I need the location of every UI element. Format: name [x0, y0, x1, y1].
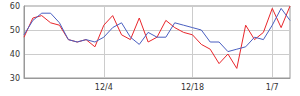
svg-text:12/4: 12/4: [95, 83, 113, 92]
svg-text:12/18: 12/18: [181, 83, 204, 92]
svg-text:30: 30: [10, 74, 20, 83]
svg-text:40: 40: [10, 50, 20, 59]
svg-text:60: 60: [10, 2, 20, 11]
svg-text:1/7: 1/7: [266, 83, 279, 92]
svg-text:50: 50: [10, 26, 20, 35]
